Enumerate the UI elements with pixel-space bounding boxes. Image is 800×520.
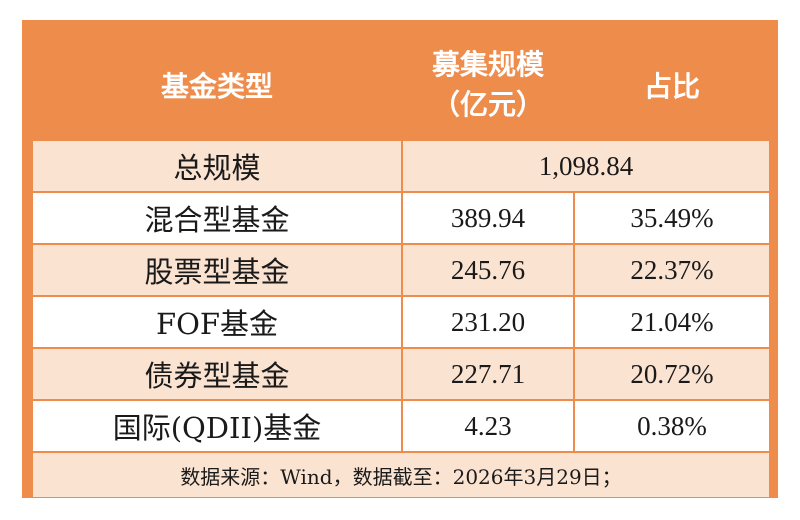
share-cell: 20.72% [573, 347, 771, 401]
table-row: 债券型基金 227.71 20.72% [31, 347, 771, 401]
fund-type-cell: 债券型基金 [31, 347, 403, 401]
share-cell: 22.37% [573, 243, 771, 297]
header-raised-amount-title: 募集规模 [431, 48, 544, 81]
table-header-row: 基金类型 募集规模 （亿元） 占比 [31, 29, 771, 141]
share-cell: 35.49% [573, 191, 771, 245]
amount-cell: 227.71 [401, 347, 575, 401]
table-row: 国际(QDII)基金 4.23 0.38% [31, 399, 771, 453]
amount-cell: 231.20 [401, 295, 575, 349]
amount-cell: 389.94 [401, 191, 575, 245]
fund-size-table: 基金类型 募集规模 （亿元） 占比 总规模 1,098.84 混合型基金 389… [31, 29, 771, 497]
share-cell: 0.38% [573, 399, 771, 453]
fund-type-cell: 国际(QDII)基金 [31, 399, 403, 453]
source-note-row: 数据来源：Wind，数据截至：2026年3月29日； [31, 451, 771, 497]
data-source-note: 数据来源：Wind，数据截至：2026年3月29日； [31, 451, 771, 497]
share-cell: 21.04% [573, 295, 771, 349]
amount-cell: 245.76 [401, 243, 575, 297]
total-label: 总规模 [31, 139, 403, 193]
table-row: 混合型基金 389.94 35.49% [31, 191, 771, 245]
header-share: 占比 [573, 29, 771, 141]
fund-type-cell: FOF基金 [31, 295, 403, 349]
header-raised-amount: 募集规模 （亿元） [401, 29, 575, 141]
total-value: 1,098.84 [401, 139, 771, 193]
total-row: 总规模 1,098.84 [31, 139, 771, 193]
fund-type-cell: 股票型基金 [31, 243, 403, 297]
table-row: FOF基金 231.20 21.04% [31, 295, 771, 349]
header-raised-amount-unit: （亿元） [431, 88, 544, 121]
amount-cell: 4.23 [401, 399, 575, 453]
fund-type-cell: 混合型基金 [31, 191, 403, 245]
table-row: 股票型基金 245.76 22.37% [31, 243, 771, 297]
fund-table-frame: 基金类型 募集规模 （亿元） 占比 总规模 1,098.84 混合型基金 389… [22, 20, 778, 498]
header-fund-type: 基金类型 [31, 29, 403, 141]
